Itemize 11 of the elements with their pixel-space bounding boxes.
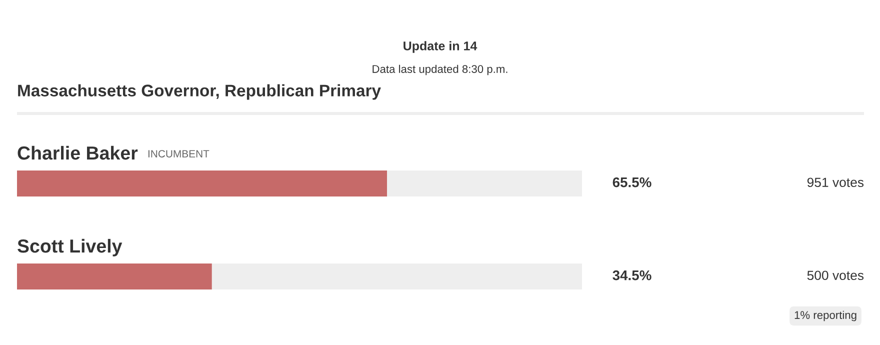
text: Update in 14 <box>404 41 478 53</box>
chart-title: Massachusetts Governor, Republican Primary <box>18 84 381 100</box>
text: Data last updated 8:30 p.m. <box>372 64 508 76</box>
data-label: 34.5% <box>612 270 652 280</box>
text: 500 votes <box>807 270 864 280</box>
text: 951 votes <box>807 178 864 188</box>
data-label: 65.5% <box>612 177 652 188</box>
text: 1% reporting <box>794 310 856 322</box>
y-tick-label: Scott Lively <box>18 238 122 256</box>
y-tick-label: Charlie Baker <box>18 146 138 160</box>
annotation: INCUMBENT <box>148 150 210 158</box>
